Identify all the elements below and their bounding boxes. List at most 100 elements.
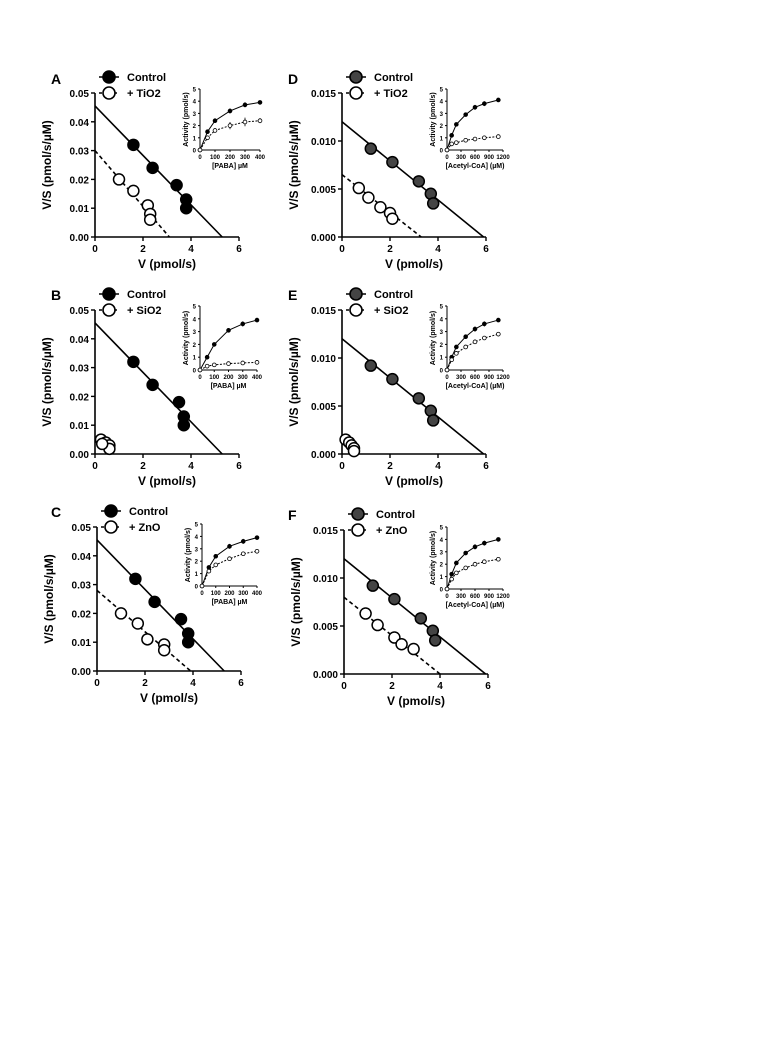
y-tick-label: 0.00	[72, 667, 92, 678]
inset-treatment-point	[496, 134, 501, 139]
y-tick-label: 0.010	[311, 354, 336, 365]
control-point	[127, 138, 140, 152]
y-axis-title: V/S (pmol/s/µM)	[287, 120, 301, 210]
inset-y-tick-label: 4	[440, 100, 444, 106]
inset-treatment-point	[449, 141, 454, 147]
inset-control-point	[496, 537, 501, 542]
control-fit-line	[96, 539, 225, 672]
y-tick-label: 0.005	[311, 402, 336, 413]
treatment-point	[347, 444, 361, 458]
y-tick-label: 0.010	[311, 137, 336, 148]
control-point	[364, 359, 378, 372]
x-tick-label: 2	[140, 461, 146, 472]
inset-treatment-point	[496, 556, 501, 562]
y-tick-label: 0.010	[313, 574, 338, 585]
inset-y-tick-label: 5	[193, 88, 197, 94]
legend-label: + ZnO	[376, 525, 408, 537]
y-axis-title: V/S (pmol/s/µM)	[42, 554, 56, 644]
inset-treatment-point	[482, 135, 487, 141]
inset-y-tick-label: 4	[440, 538, 444, 544]
inset-control-point	[254, 317, 260, 323]
y-tick-label: 0.015	[311, 89, 336, 100]
legend-label: + SiO2	[127, 305, 162, 317]
x-tick-label: 0	[341, 681, 347, 692]
panel-label: E	[288, 287, 297, 303]
y-tick-label: 0.05	[70, 306, 90, 317]
inset-control-curve	[199, 101, 261, 151]
inset-y-tick-label: 0	[440, 588, 444, 594]
x-axis-title: V (pmol/s)	[138, 257, 196, 271]
inset-x-tick-label: 0	[445, 155, 449, 161]
y-tick-label: 0.04	[72, 552, 92, 563]
inset-treatment-point	[204, 363, 210, 369]
inset-treatment-point	[242, 119, 248, 125]
inset-treatment-point	[205, 135, 210, 141]
inset-treatment-point	[463, 137, 468, 143]
control-point	[388, 592, 401, 606]
inset-control-point	[496, 317, 501, 323]
inset-control-point	[463, 112, 468, 117]
control-point	[426, 197, 440, 210]
control-point	[428, 634, 442, 647]
inset-y-tick-label: 4	[193, 100, 197, 106]
inset-x-tick-label: 0	[445, 375, 449, 381]
x-tick-label: 4	[437, 681, 443, 692]
x-tick-label: 6	[483, 244, 489, 255]
treatment-fit-line	[96, 589, 192, 672]
inset-y-tick-label: 4	[193, 317, 197, 323]
legend-marker	[104, 504, 118, 518]
inset-x-tick-label: 900	[484, 375, 495, 381]
inset-y-tick-label: 0	[193, 149, 197, 155]
inset-x-tick-label: 600	[470, 594, 481, 600]
y-tick-label: 0.05	[70, 89, 90, 100]
inset-treatment-point	[472, 561, 478, 567]
treatment-point	[352, 181, 366, 195]
control-fit-line	[341, 121, 485, 238]
control-fit-line	[94, 105, 223, 238]
inset-control-point	[242, 102, 248, 108]
inset-control-point	[482, 540, 487, 546]
legend-label: Control	[129, 506, 168, 518]
inset-x-tick-label: 1200	[496, 155, 510, 161]
inset-treatment-point	[254, 548, 260, 554]
inset-control-point	[254, 535, 260, 540]
inset-control-point	[454, 344, 459, 350]
y-tick-label: 0.000	[311, 233, 336, 244]
inset-treatment-point	[482, 559, 487, 565]
y-axis-title: V/S (pmol/s/µM)	[287, 337, 301, 427]
treatment-point	[141, 633, 154, 646]
control-point	[129, 572, 142, 586]
y-tick-label: 0.015	[311, 306, 336, 317]
inset-y-tick-label: 5	[440, 305, 444, 311]
inset-y-tick-label: 2	[193, 343, 197, 349]
x-tick-label: 2	[140, 244, 146, 255]
panel-label: F	[288, 507, 297, 523]
treatment-point	[131, 617, 145, 630]
inset-x-tick-label: 400	[252, 591, 263, 597]
x-tick-label: 6	[236, 244, 242, 255]
inset-y-tick-label: 2	[195, 560, 199, 566]
inset-treatment-point	[212, 128, 218, 133]
legend-label: + ZnO	[129, 522, 161, 534]
legend-label: Control	[374, 289, 413, 301]
control-point	[170, 178, 183, 192]
y-tick-label: 0.00	[70, 450, 90, 461]
inset-x-axis-title: [PABA] µM	[212, 599, 248, 606]
inset-control-point	[212, 118, 218, 124]
y-tick-label: 0.000	[313, 670, 338, 681]
inset-x-tick-label: 300	[238, 591, 249, 597]
y-tick-label: 0.005	[313, 622, 338, 633]
legend-marker	[349, 86, 363, 100]
inset-control-point	[482, 101, 487, 106]
inset-treatment-point	[463, 565, 468, 571]
inset-control-point	[482, 321, 487, 327]
inset-x-axis-title: [Acetyl-CoA] (µM)	[446, 383, 505, 390]
inset-x-tick-label: 100	[210, 155, 221, 161]
inset-treatment-curve	[199, 361, 258, 371]
y-tick-label: 0.03	[70, 364, 90, 375]
treatment-point	[114, 607, 128, 620]
inset-x-axis-title: [Acetyl-CoA] (µM)	[446, 602, 505, 609]
inset-x-tick-label: 300	[456, 155, 467, 161]
legend-marker	[351, 507, 365, 521]
inset-treatment-point	[226, 361, 231, 366]
